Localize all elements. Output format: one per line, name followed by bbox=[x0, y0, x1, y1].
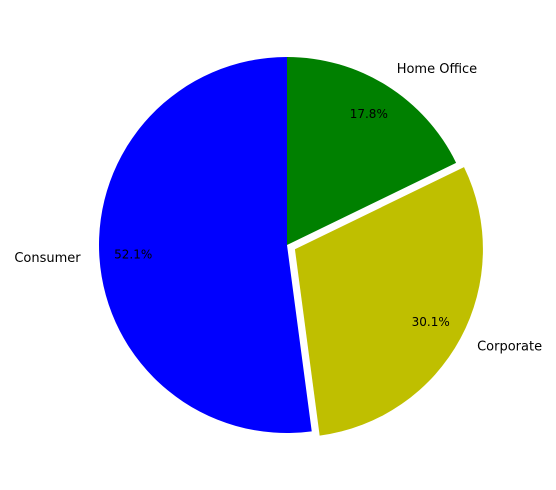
slice-label-consumer: Consumer bbox=[14, 251, 81, 266]
slice-percent-consumer: 52.1% bbox=[114, 248, 152, 262]
slice-percent-home-office: 17.8% bbox=[350, 107, 388, 121]
slice-percent-corporate: 30.1% bbox=[412, 315, 450, 329]
slice-label-corporate: Corporate bbox=[477, 340, 542, 355]
slice-label-home-office: Home Office bbox=[397, 62, 477, 77]
pie-slice-consumer bbox=[99, 57, 312, 433]
slices-layer bbox=[99, 57, 483, 436]
